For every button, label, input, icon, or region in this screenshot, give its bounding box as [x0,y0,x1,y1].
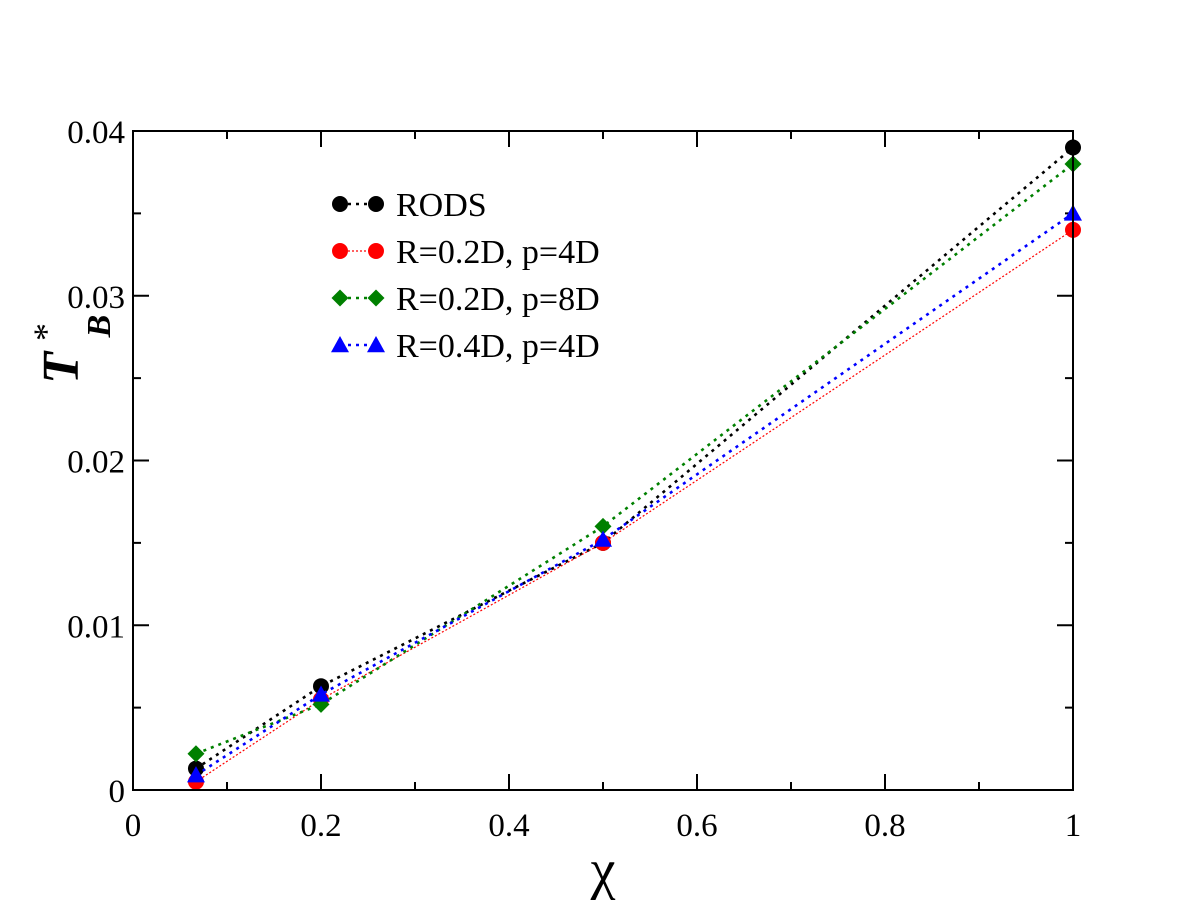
y-tick-label: 0.04 [67,115,125,151]
data-point [186,766,205,783]
x-tick-label: 0.6 [676,808,717,844]
series-layer [186,139,1082,790]
legend-marker [332,243,348,259]
legend-marker [332,196,348,212]
x-tick-label: 0.8 [864,808,905,844]
plot-frame [132,130,1074,791]
y-tick-label: 0.02 [67,445,125,481]
series-line [195,146,1074,770]
legend-item: R=0.2D, p=4D [332,234,600,271]
series-line [195,212,1074,777]
x-tick-label: 0 [125,808,142,844]
data-point [594,517,612,535]
x-tick-label: 1 [1065,808,1082,844]
y-axis-title-subscript: B [81,315,118,339]
legend-label: RODS [396,187,487,224]
x-tick-label: 0.2 [300,808,341,844]
legend-marker [331,336,349,353]
tick-labels: 0 0.2 0.4 0.6 0.8 1 0 0.01 0.02 0.03 0.04 [67,115,1081,844]
x-axis-title: χ [590,839,616,901]
y-tick-label: 0 [109,774,126,810]
legend: RODS R=0.2D, p=4D R=0.2D, p=8D R=0.4D, p=4D [331,187,600,365]
y-axis-title-main: T [33,350,90,384]
legend-marker [367,289,385,307]
legend-item: RODS [332,187,487,224]
data-point [187,745,205,763]
data-point [312,685,330,702]
y-axis-title-superscript: * [26,323,66,341]
legend-item: R=0.2D, p=8D [331,281,600,318]
y-tick-label: 0.03 [67,280,125,316]
legend-marker [368,196,384,212]
legend-marker [331,289,349,307]
x-tick-label: 0.4 [488,808,529,844]
legend-label: R=0.2D, p=8D [396,281,600,318]
legend-item: R=0.4D, p=4D [331,328,600,365]
data-point [594,530,612,547]
legend-label: R=0.2D, p=4D [396,234,600,271]
legend-marker [367,336,385,353]
legend-label: R=0.4D, p=4D [396,328,600,365]
legend-marker [368,243,384,259]
y-tick-label: 0.01 [67,609,125,645]
y-axis-title: T * B [26,315,118,384]
